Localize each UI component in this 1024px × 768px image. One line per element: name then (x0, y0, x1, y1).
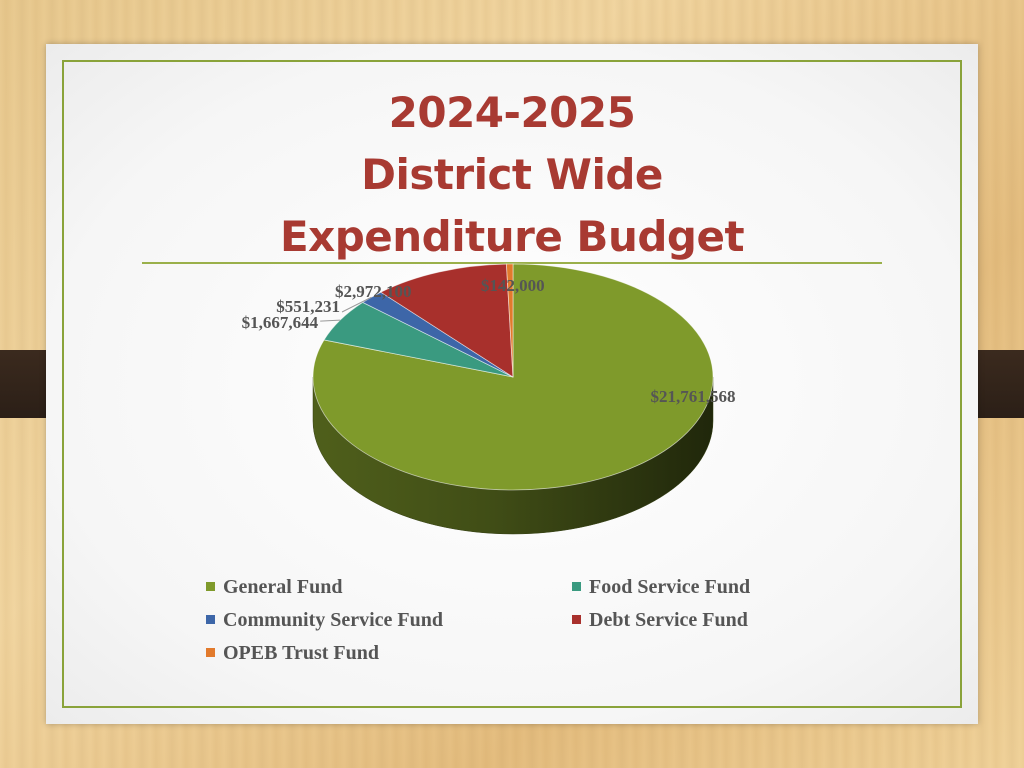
title-line-budget: Expenditure Budget (279, 212, 745, 261)
legend-label-debt-service-fund: Debt Service Fund (589, 609, 748, 631)
slide: 2024-2025 District Wide Expenditure Budg… (46, 44, 978, 724)
legend-label-food-service-fund: Food Service Fund (589, 576, 751, 598)
data-label-food-service-fund: $1,667,644 (242, 313, 319, 332)
data-label-debt-service-fund: $2,972,100 (335, 282, 412, 301)
leader-line-community-service-fund (341, 296, 372, 313)
title-line-year: 2024-2025 (388, 88, 636, 137)
pie-chart: $21,761,568 $1,667,644$551,231$2,972,100 $… (242, 263, 736, 535)
slide-title: 2024-2025 District Wide Expenditure Budg… (46, 82, 978, 268)
legend-item-food-service-fund: Food Service Fund (572, 576, 750, 599)
pie-slice-debt-service-fund (379, 263, 514, 378)
legend-swatch-food-service-fund (572, 581, 581, 591)
data-label-community-service-fund: $551,231 (276, 297, 340, 316)
legend-swatch-debt-service-fund (572, 614, 581, 624)
legend-item-opeb-trust-fund: OPEB Trust Fund (206, 642, 379, 665)
title-line-scope: District Wide (361, 150, 663, 199)
legend-item-general-fund: General Fund (206, 576, 342, 599)
legend-swatch-opeb-trust-fund (206, 647, 215, 657)
legend-item-debt-service-fund: Debt Service Fund (572, 609, 748, 632)
legend-label-community-service-fund: Community Service Fund (223, 609, 443, 631)
legend-label-opeb-trust-fund: OPEB Trust Fund (223, 642, 379, 664)
legend-swatch-community-service-fund (206, 614, 215, 624)
legend-label-general-fund: General Fund (223, 576, 343, 598)
legend-swatch-general-fund (206, 581, 215, 591)
title-divider (142, 262, 882, 264)
legend-item-community-service-fund: Community Service Fund (206, 609, 443, 632)
leader-line-food-service-fund (320, 319, 341, 322)
data-label-general-fund: $21,761,568 (651, 387, 736, 406)
pie-slice-opeb-trust-fund (505, 263, 514, 378)
data-label-opeb-trust-fund: $142,000 (481, 276, 545, 295)
